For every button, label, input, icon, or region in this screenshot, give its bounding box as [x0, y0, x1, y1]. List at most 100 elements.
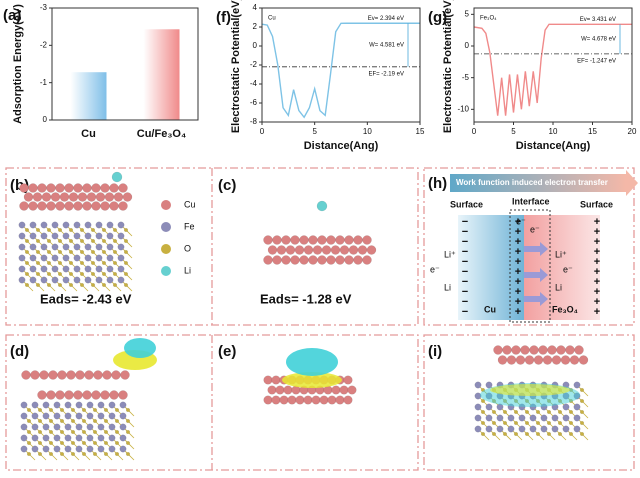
atom	[100, 201, 110, 211]
atom	[118, 390, 128, 400]
atom	[485, 403, 493, 411]
atom	[569, 355, 580, 365]
atom	[335, 255, 345, 265]
atom	[38, 441, 43, 446]
atom	[573, 425, 581, 433]
atom	[344, 255, 354, 265]
x-tick-label: 0	[260, 127, 265, 136]
atom	[79, 227, 84, 232]
annotation: Ev= 3.431 eV	[580, 17, 616, 23]
y-tick-label: -10	[457, 104, 469, 113]
panel-label: (i)	[428, 343, 442, 360]
atom	[112, 283, 117, 288]
y-tick-label: -6	[250, 98, 258, 107]
atom	[62, 221, 70, 229]
atom	[38, 430, 43, 435]
atom	[343, 395, 353, 405]
atom	[36, 283, 41, 288]
atom	[507, 414, 515, 422]
annotation: W= 4.678 eV	[581, 37, 616, 43]
charge: +	[515, 286, 521, 298]
atom	[492, 421, 497, 426]
charge: +	[515, 236, 521, 248]
label: Surface	[580, 199, 613, 209]
atom	[547, 410, 552, 415]
atom	[106, 232, 114, 240]
atom	[51, 232, 59, 240]
atom	[496, 425, 504, 433]
atom	[118, 201, 128, 211]
atom	[569, 432, 574, 437]
charge: −	[462, 246, 468, 258]
atom	[18, 254, 26, 262]
atom	[70, 419, 75, 424]
atom	[32, 192, 43, 202]
atom	[348, 245, 359, 255]
atom	[474, 403, 482, 411]
atom	[91, 183, 101, 193]
atom	[86, 423, 94, 431]
atom	[303, 395, 313, 405]
adsorption-energy: Eads= -1.28 eV	[260, 291, 352, 306]
atom	[272, 235, 282, 245]
atom	[92, 419, 97, 424]
atom	[84, 221, 92, 229]
atom	[91, 390, 101, 400]
atom	[53, 445, 61, 453]
atom	[92, 452, 97, 457]
atom	[485, 414, 493, 422]
charge: −	[462, 226, 468, 238]
atom	[103, 452, 108, 457]
atom	[287, 395, 297, 405]
inset-label: Fe₃O₄	[480, 16, 497, 22]
atom	[68, 272, 73, 277]
isosurface	[282, 372, 342, 388]
atom	[533, 355, 544, 365]
atom	[497, 355, 508, 365]
atom	[573, 403, 581, 411]
atom	[514, 432, 519, 437]
atom	[580, 410, 585, 415]
atom	[93, 370, 103, 380]
atom	[73, 390, 83, 400]
atom	[37, 183, 47, 193]
y-tick-label: -8	[250, 117, 258, 126]
atom	[64, 401, 72, 409]
atom	[86, 412, 94, 420]
panel-label: (d)	[10, 343, 29, 360]
y-tick-label: -2	[40, 40, 48, 49]
atom	[565, 345, 575, 355]
atom	[60, 430, 65, 435]
atom	[62, 243, 70, 251]
atom	[339, 385, 349, 395]
atom	[507, 425, 515, 433]
legend-label: Fe	[184, 221, 195, 231]
atom	[25, 238, 30, 243]
atom	[283, 385, 293, 395]
atom	[36, 261, 41, 266]
atom	[79, 238, 84, 243]
atom	[38, 419, 43, 424]
atom	[73, 201, 83, 211]
y-tick-label: 0	[43, 115, 48, 124]
atom	[58, 249, 63, 254]
atom	[117, 232, 125, 240]
atom	[275, 385, 285, 395]
atom	[47, 227, 52, 232]
atom	[335, 395, 345, 405]
atom	[95, 254, 103, 262]
atom	[547, 432, 552, 437]
atom	[558, 421, 563, 426]
atom	[295, 395, 305, 405]
y-tick-label: -1	[40, 78, 48, 87]
atom	[114, 408, 119, 413]
atom	[106, 221, 114, 229]
charge: −	[462, 306, 468, 318]
atom	[97, 412, 105, 420]
legend-swatch	[161, 244, 171, 254]
atom	[46, 201, 56, 211]
atom	[125, 430, 130, 435]
atom	[112, 249, 117, 254]
atom	[106, 265, 114, 273]
atom	[117, 265, 125, 273]
